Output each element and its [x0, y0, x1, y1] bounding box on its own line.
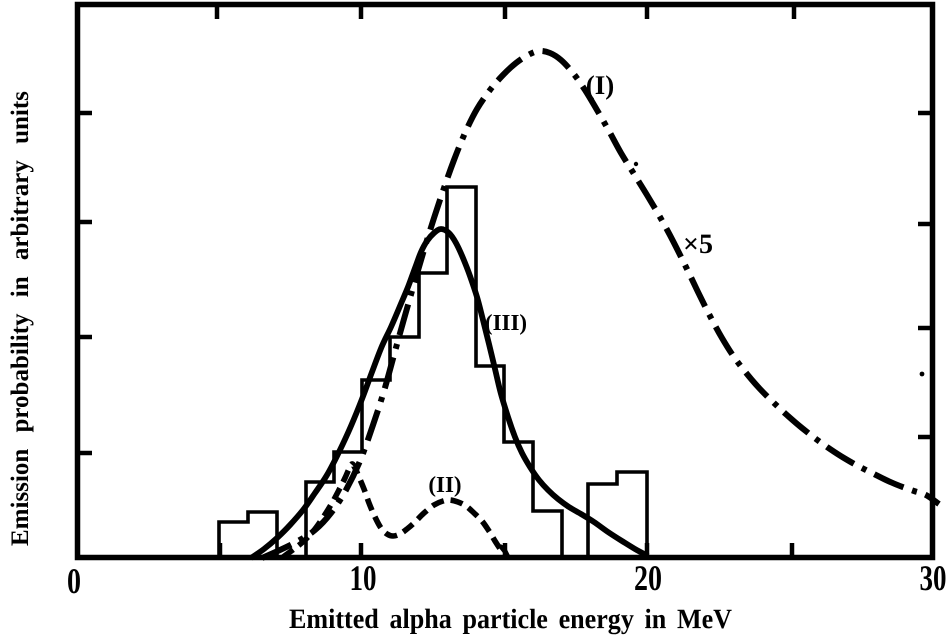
svg-text:(I): (I) — [586, 70, 615, 100]
svg-text:0: 0 — [67, 561, 81, 601]
svg-text:Emission probability in arbitr: Emission probability in arbitrary units — [7, 91, 34, 546]
svg-text:20: 20 — [634, 558, 662, 598]
svg-text:Emitted alpha particle energy: Emitted alpha particle energy in MeV — [289, 604, 732, 635]
svg-text:30: 30 — [919, 558, 946, 598]
svg-text:10: 10 — [349, 558, 376, 598]
svg-text:×5: ×5 — [683, 229, 713, 260]
svg-text:(III): (III) — [485, 310, 527, 335]
svg-text:(II): (II) — [428, 472, 461, 497]
